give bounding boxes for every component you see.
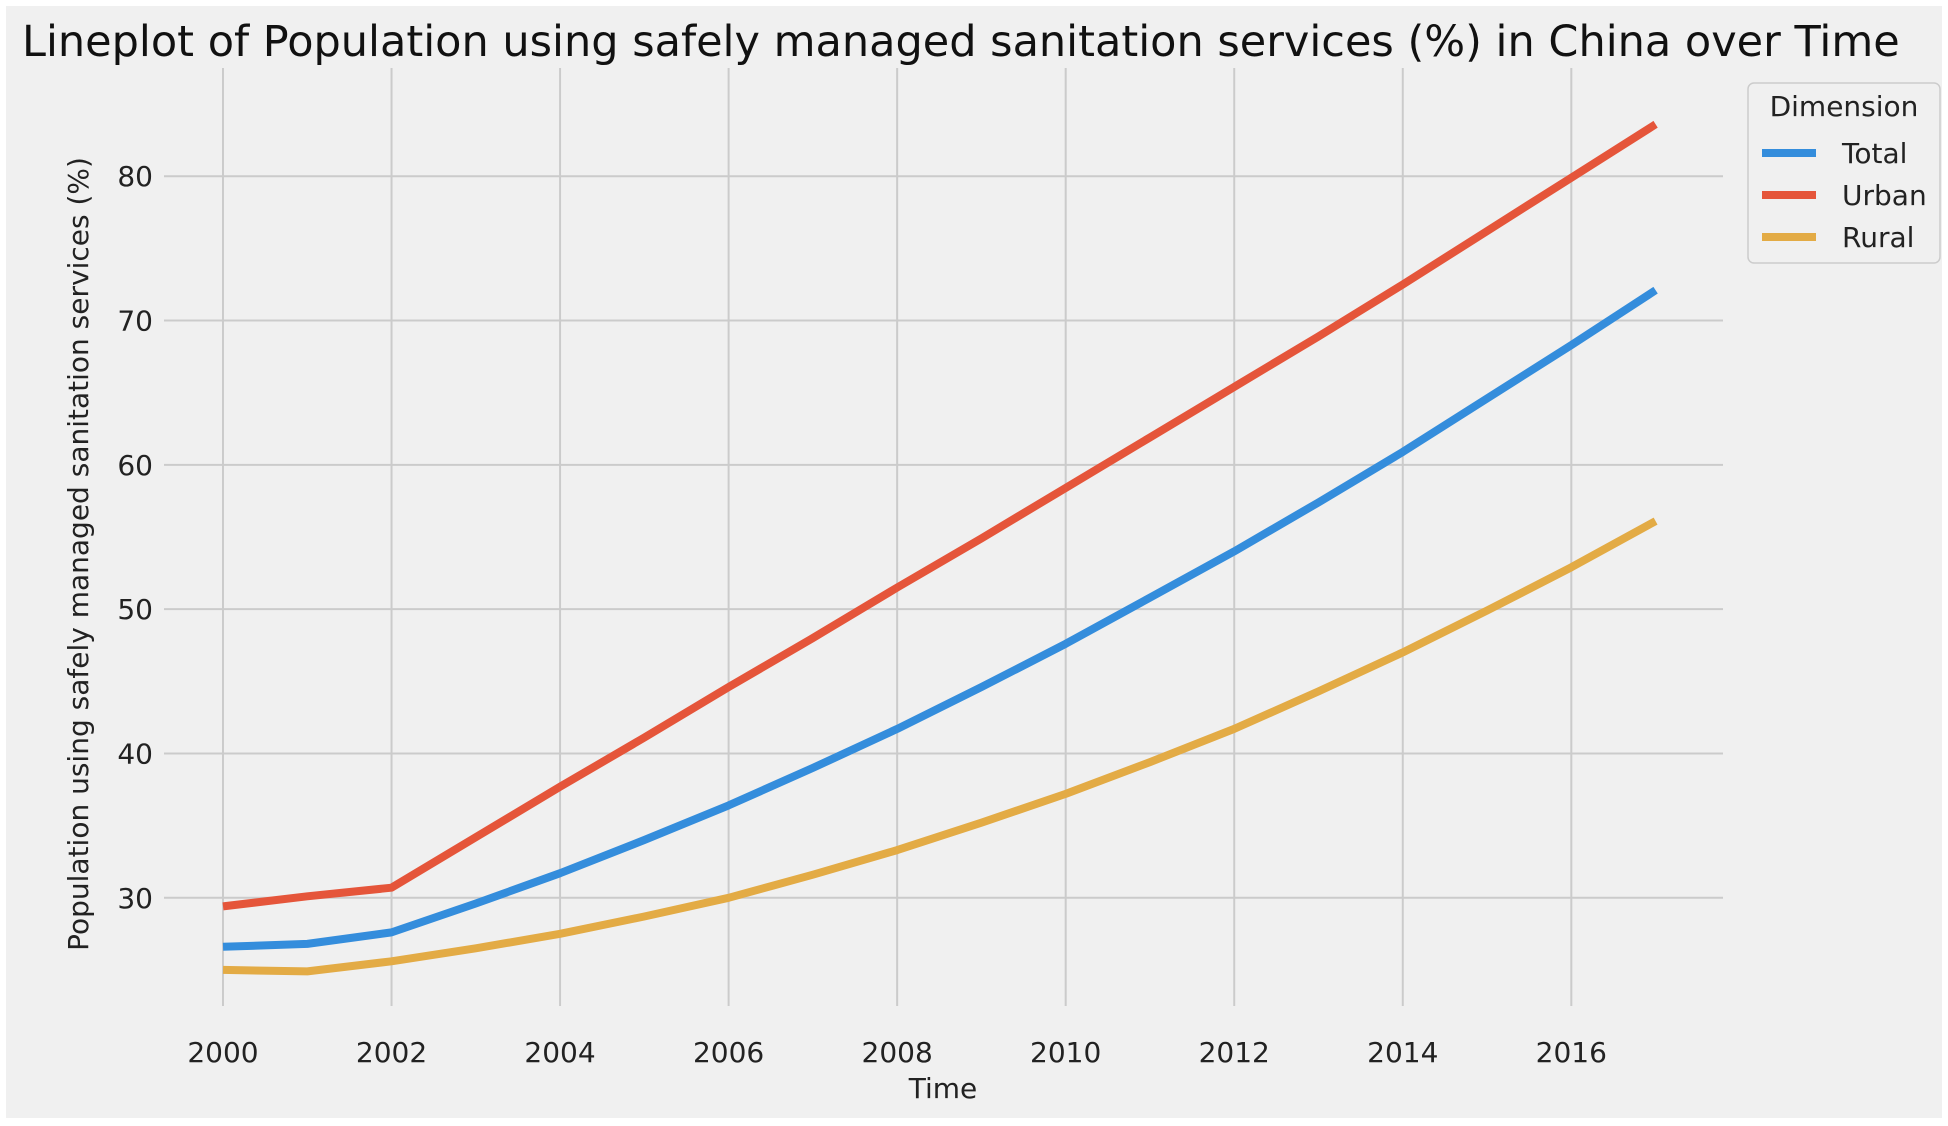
x-tick-label: 2004 — [524, 1036, 595, 1069]
y-tick-label: 40 — [117, 737, 153, 770]
x-tick-label: 2016 — [1536, 1036, 1607, 1069]
tick-labels: 2000 2002 2004 2006 2008 2010 2012 2014 2016 30 40… — [117, 160, 1607, 1069]
legend-items: Total Urban Rural — [1762, 137, 1927, 254]
legend-label-rural: Rural — [1842, 221, 1914, 254]
y-axis-label: Population using safely managed sanitati… — [62, 157, 95, 951]
x-axis-label: Time — [908, 1072, 978, 1105]
x-tick-label: 2006 — [693, 1036, 764, 1069]
x-tick-label: 2002 — [356, 1036, 427, 1069]
y-tick-label: 70 — [117, 305, 153, 338]
series-line-total — [222, 286, 1658, 951]
series-line-urban — [222, 120, 1658, 911]
x-tick-label: 2000 — [187, 1036, 258, 1069]
legend-label-total: Total — [1841, 137, 1907, 170]
x-tick-label: 2012 — [1199, 1036, 1270, 1069]
legend-box — [1747, 82, 1941, 264]
chart-figure: Lineplot of Population using safely mana… — [6, 6, 1942, 1118]
grid — [164, 68, 1723, 1006]
x-tick-label: 2008 — [862, 1036, 933, 1069]
series-lines — [222, 120, 1658, 976]
y-tick-label: 60 — [117, 449, 153, 482]
x-tick-label: 2014 — [1367, 1036, 1438, 1069]
chart-title: Lineplot of Population using safely mana… — [22, 17, 1900, 67]
legend-label-urban: Urban — [1842, 179, 1927, 212]
y-tick-label: 30 — [117, 882, 153, 915]
line-chart: Lineplot of Population using safely mana… — [22, 17, 1941, 1105]
x-tick-label: 2010 — [1030, 1036, 1101, 1069]
y-tick-label: 80 — [117, 160, 153, 193]
y-tick-label: 50 — [117, 593, 153, 626]
legend-title: Dimension — [1770, 90, 1919, 123]
series-line-rural — [222, 517, 1658, 976]
legend: Dimension Total Urban Rural — [1747, 82, 1941, 264]
